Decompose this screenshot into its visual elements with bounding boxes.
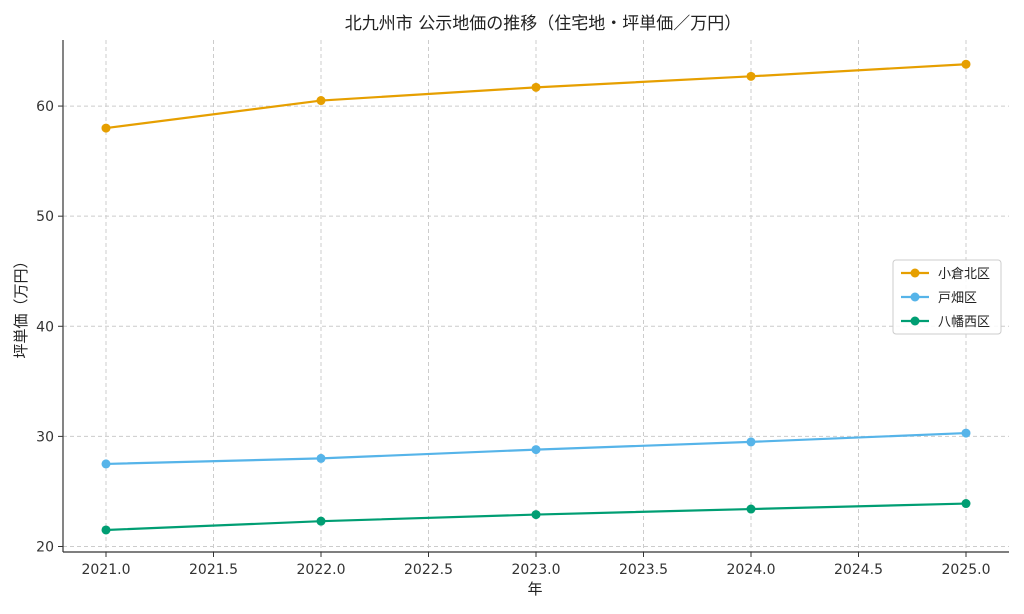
series-1 [101, 428, 971, 469]
x-tick-label: 2024.0 [727, 562, 776, 578]
x-tick-label: 2023.5 [619, 562, 668, 578]
data-point [746, 504, 756, 514]
legend-swatch-marker [910, 292, 920, 302]
x-tick-label: 2021.0 [82, 562, 131, 578]
data-point [316, 96, 326, 106]
y-tick-label: 40 [36, 319, 54, 335]
data-point [531, 445, 541, 455]
x-tick-label: 2023.0 [512, 562, 561, 578]
series-0 [101, 59, 971, 133]
data-point [316, 453, 326, 463]
data-point [531, 510, 541, 520]
legend-item: 八幡西区 [901, 315, 990, 330]
x-axis-label: 年 [527, 580, 542, 598]
chart-title: 北九州市 公示地価の推移（住宅地・坪単価／万円） [345, 14, 741, 34]
data-point [746, 437, 756, 447]
x-tick-label: 2021.5 [189, 562, 238, 578]
y-tick-label: 20 [36, 539, 54, 555]
data-point [316, 516, 326, 526]
y-tick-label: 50 [36, 209, 54, 225]
x-tick-label: 2022.5 [404, 562, 453, 578]
series [101, 59, 971, 535]
data-point [961, 59, 971, 69]
data-point [746, 71, 756, 81]
data-point [101, 525, 111, 535]
x-tick-label: 2024.5 [834, 562, 883, 578]
x-tick-label: 2025.0 [942, 562, 991, 578]
grid [63, 40, 1009, 552]
legend-label: 小倉北区 [938, 267, 990, 282]
legend-item: 小倉北区 [901, 267, 990, 282]
data-point [101, 123, 111, 133]
legend-swatch-marker [910, 268, 920, 278]
y-axis-label: 坪単価（万円） [12, 253, 30, 358]
series-2 [101, 499, 971, 535]
tick-labels: 2021.0 2021.5 2022.0 2022.5 2023.0 2023.5 2024… [36, 99, 990, 578]
data-point [961, 428, 971, 438]
y-tick-label: 30 [36, 429, 54, 445]
y-tick-label: 60 [36, 99, 54, 115]
axes [58, 40, 1009, 557]
data-point [101, 459, 111, 469]
legend-label: 八幡西区 [938, 315, 990, 330]
legend-item: 戸畑区 [901, 291, 977, 306]
data-point [531, 82, 541, 92]
legend-swatch-marker [910, 316, 920, 326]
legend-box [892, 259, 1002, 335]
data-point [961, 499, 971, 509]
x-tick-label: 2022.0 [297, 562, 346, 578]
legend-label: 戸畑区 [938, 291, 977, 306]
